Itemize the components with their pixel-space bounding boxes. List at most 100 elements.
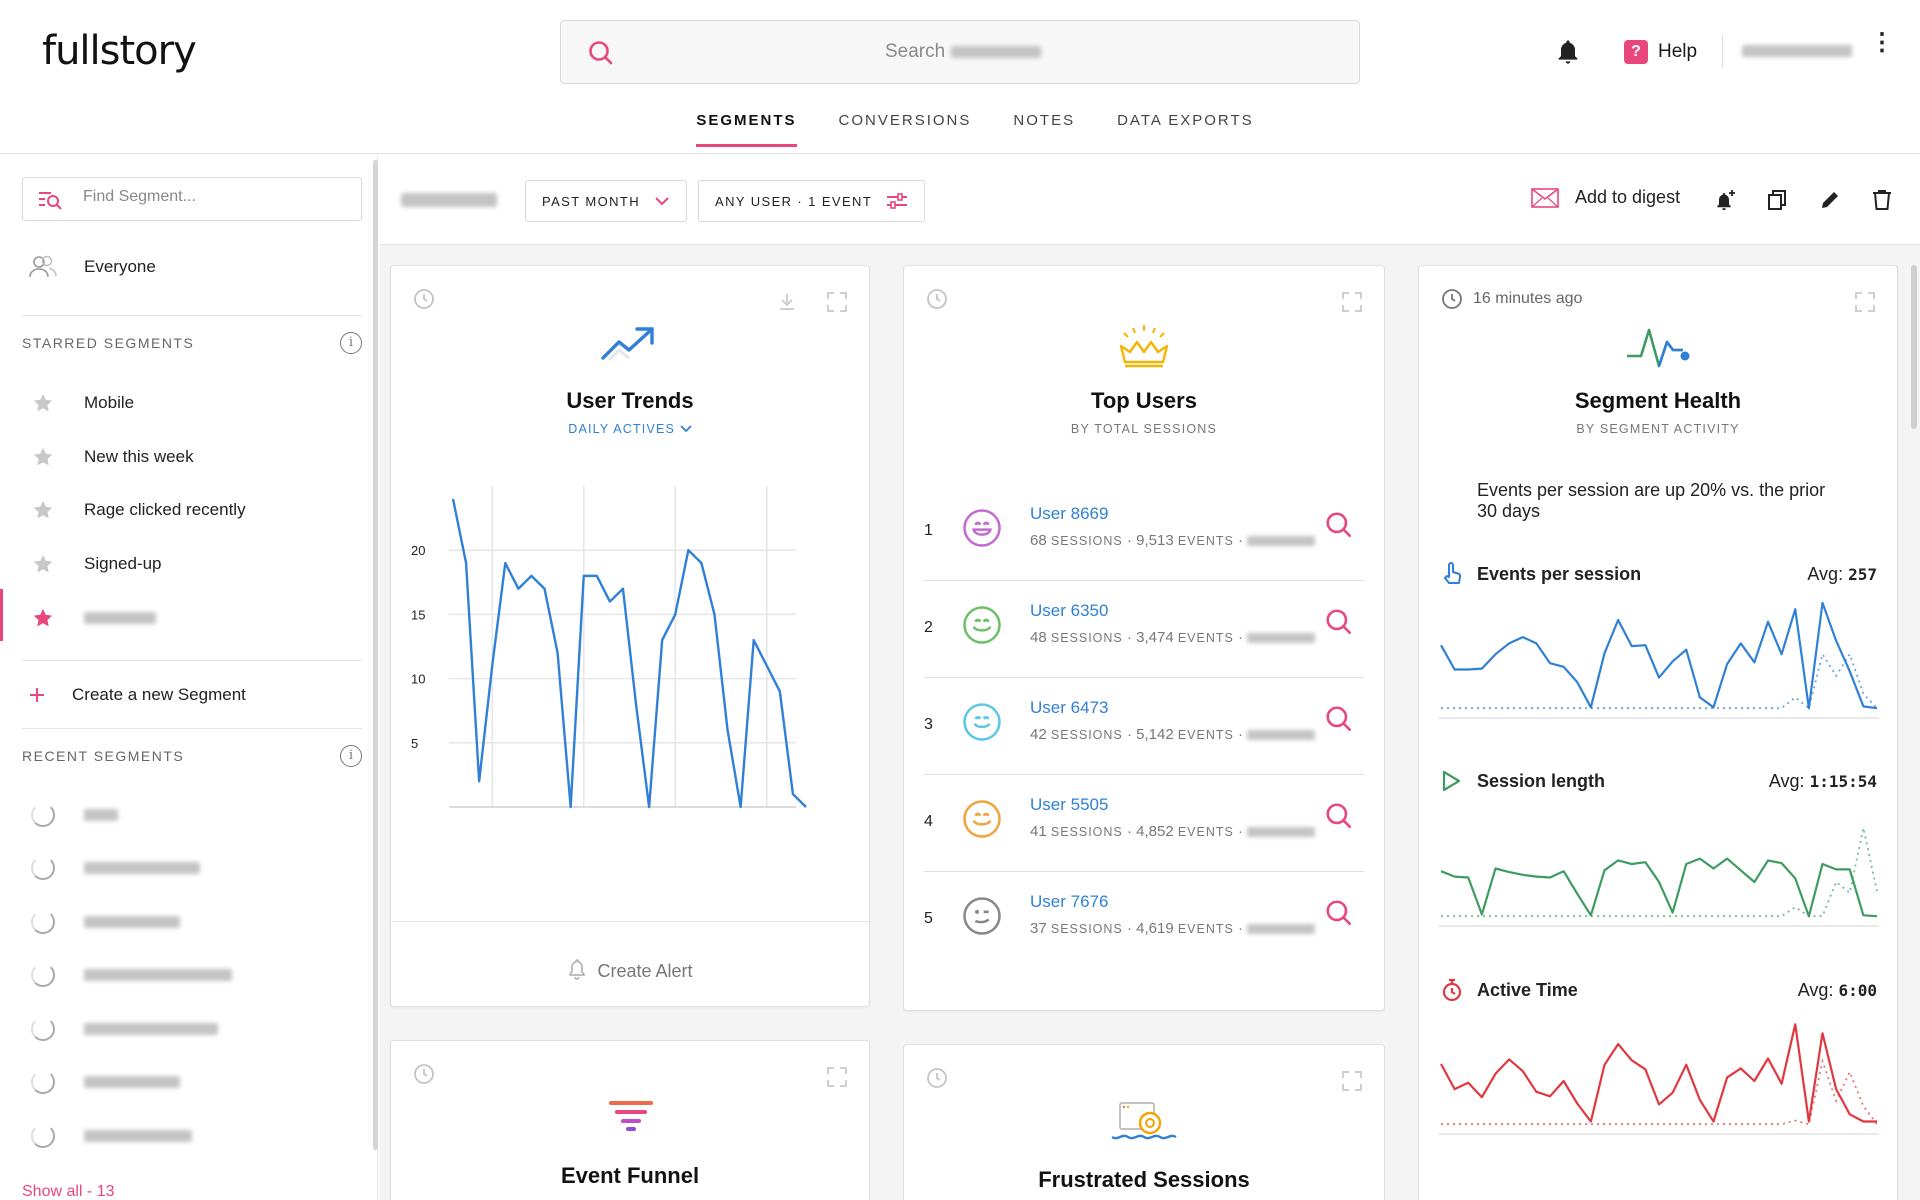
notifications-bell-icon[interactable] [1554,38,1582,66]
filter-sliders-icon [887,193,908,209]
user-stats: 48 SESSIONS · 3,474 EVENTS · [1030,629,1316,646]
recent-segment-item[interactable] [22,1124,192,1148]
tab-segments[interactable]: SEGMENTS [696,112,797,147]
recent-segment-item[interactable] [22,910,180,934]
sidebar-scrollbar[interactable] [373,160,378,1150]
recent-segment-item[interactable] [22,1070,180,1094]
current-period-line [1440,1023,1877,1123]
duplicate-icon[interactable] [1766,189,1788,211]
find-segment-input[interactable] [83,188,343,206]
sidebar-item-label: Rage clicked recently [84,500,246,519]
search-box[interactable]: Search [560,20,1360,84]
recent-segment-item[interactable] [22,856,200,880]
search-user-icon[interactable] [1324,607,1354,637]
more-menu-icon[interactable]: ⋮ [1870,29,1894,56]
chevron-down-icon [680,425,692,433]
segment-title-redacted [401,193,497,207]
user-rank: 4 [924,813,933,830]
sidebar-item-everyone[interactable]: Everyone [22,255,156,279]
account-name-redacted[interactable] [1742,45,1852,57]
recent-segment-item[interactable] [22,803,118,827]
search-user-icon[interactable] [1324,801,1354,831]
user-filter-button[interactable]: ANY USER · 1 EVENT [698,180,926,222]
top-user-row[interactable]: 5 User 7676 37 SESSIONS · 4,619 EVENTS · [924,872,1364,969]
redacted-segment-name [84,809,118,821]
y-tick-label: 15 [411,607,425,622]
show-all-link[interactable]: Show all - 13 [22,1183,115,1200]
prior-period-line [1441,651,1878,710]
redacted-segment-name [84,1023,218,1035]
download-icon[interactable] [777,292,797,312]
card-subtitle: BY SEGMENT ACTIVITY [1576,422,1740,436]
info-icon[interactable]: i [340,745,362,767]
envelope-icon [1531,187,1559,208]
find-segment-field[interactable] [22,177,362,221]
top-user-row[interactable]: 1 User 8669 68 SESSIONS · 9,513 EVENTS · [924,484,1364,581]
redacted-segment-name [84,916,180,928]
expand-icon[interactable] [827,292,847,312]
expand-icon[interactable] [827,1067,847,1087]
create-segment-button[interactable]: Create a new Segment [22,685,246,705]
metric-active-time: Active Time Avg: 6:00 [1441,978,1877,1002]
help-button[interactable]: ? Help [1624,40,1697,64]
loading-spinner-icon [22,803,64,827]
recent-segment-item[interactable] [22,1017,218,1041]
user-stats: 42 SESSIONS · 5,142 EVENTS · [1030,726,1316,743]
fullstory-logo[interactable]: fullstory [42,28,197,74]
sidebar-item-current-segment[interactable] [22,607,156,629]
user-stats: 37 SESSIONS · 4,619 EVENTS · [1030,920,1316,937]
sidebar-item-new-this-week[interactable]: New this week [22,446,194,468]
recent-segment-item[interactable] [22,963,232,987]
add-alert-bell-icon[interactable] [1713,189,1737,213]
search-input[interactable]: Search [885,41,1042,63]
info-icon[interactable]: i [340,332,362,354]
segments-sidebar: Everyone STARRED SEGMENTS i Mobile New t… [0,155,378,1200]
expand-icon[interactable] [1342,1071,1362,1091]
edit-pencil-icon[interactable] [1819,189,1841,211]
user-name-link[interactable]: User 6350 [1030,601,1109,620]
metric-dropdown[interactable]: DAILY ACTIVES [391,422,869,436]
redacted-segment-name [951,45,1042,58]
create-alert-button[interactable]: Create Alert [391,958,869,982]
avg-label: Avg: [1807,563,1844,584]
search-user-icon[interactable] [1324,510,1354,540]
metric-label: Events per session [1477,563,1642,584]
page-scrollbar[interactable] [1911,265,1917,429]
active-indicator [0,589,3,641]
top-user-row[interactable]: 4 User 5505 41 SESSIONS · 4,852 EVENTS · [924,775,1364,872]
tab-data-exports[interactable]: DATA EXPORTS [1117,112,1254,129]
search-user-icon[interactable] [1324,898,1354,928]
user-filter-label: ANY USER · 1 EVENT [715,193,873,209]
user-name-link[interactable]: User 6473 [1030,698,1109,717]
event-count: 4,852 [1136,823,1174,840]
session-count: 68 [1030,532,1047,549]
search-user-icon[interactable] [1324,704,1354,734]
expand-icon[interactable] [1855,292,1875,312]
card-title: Top Users [1091,388,1197,413]
date-range-dropdown[interactable]: PAST MONTH [525,180,688,222]
session-count: 41 [1030,823,1047,840]
loading-spinner-icon [22,963,64,987]
sidebar-item-signed-up[interactable]: Signed-up [22,553,162,575]
sidebar-item-mobile[interactable]: Mobile [22,392,134,414]
add-to-digest-button[interactable]: Add to digest [1531,187,1680,208]
tab-conversions[interactable]: CONVERSIONS [838,112,972,129]
user-trends-card: User Trends DAILY ACTIVES 2/233/13/83/15… [390,265,870,1007]
user-name-link[interactable]: User 8669 [1030,504,1109,523]
user-name-link[interactable]: User 7676 [1030,892,1109,911]
redacted-user-detail [1247,827,1316,838]
metric-average: Avg: 257 [1807,564,1877,585]
segment-toolbar: PAST MONTH ANY USER · 1 EVENT Add to dig… [379,155,1920,245]
expand-icon[interactable] [1342,292,1362,312]
stopwatch-icon [1441,978,1477,1002]
current-period-line [1440,601,1878,710]
user-rank: 3 [924,716,933,733]
tab-notes[interactable]: NOTES [1013,112,1076,129]
loading-spinner-icon [22,1070,64,1094]
metric-label: Active Time [1477,979,1578,1000]
delete-trash-icon[interactable] [1871,189,1893,211]
top-user-row[interactable]: 2 User 6350 48 SESSIONS · 3,474 EVENTS · [924,581,1364,678]
user-name-link[interactable]: User 5505 [1030,795,1109,814]
top-user-row[interactable]: 3 User 6473 42 SESSIONS · 5,142 EVENTS · [924,678,1364,775]
sidebar-item-rage-clicked[interactable]: Rage clicked recently [22,499,246,521]
